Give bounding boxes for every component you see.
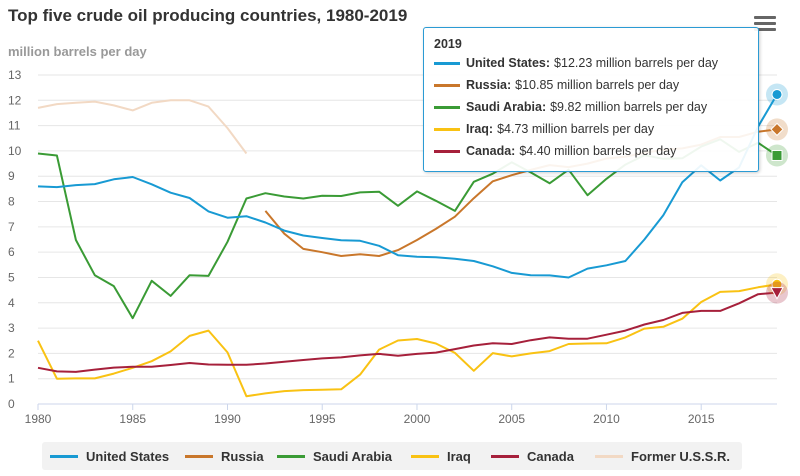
chart-legend: United States Russia Saudi Arabia Iraq C… [42,442,742,470]
y-tick-label: 13 [8,68,22,82]
tooltip-series-value: $10.85 million barrels per day [515,78,680,92]
x-tick-label: 2000 [404,412,431,426]
tooltip-row-saudi-arabia: Saudi Arabia: $9.82 million barrels per … [434,98,707,116]
legend-swatch [595,454,623,458]
series-line-former-u-s-s-r [37,99,248,155]
y-tick-label: 11 [8,119,21,133]
end-marker-united-states [771,88,783,100]
end-marker-saudi-arabia [771,149,783,161]
x-tick-label: 2010 [593,412,620,426]
tooltip-swatch [434,83,460,87]
tooltip-series-name: Russia: [466,78,512,92]
hamburger-menu-icon[interactable] [754,16,776,34]
chart-title: Top five crude oil producing countries, … [8,6,408,25]
legend-item-united-states[interactable]: United States [50,442,169,470]
end-marker-russia [770,122,784,137]
legend-label: Canada [527,448,574,464]
y-axis-unit-label: million barrels per day [8,44,147,59]
menu-bar [754,22,776,25]
tooltip-series-value: $4.73 million barrels per day [497,122,655,136]
legend-item-canada[interactable]: Canada [491,442,574,470]
y-tick-label: 3 [8,321,15,335]
tooltip-swatch [434,105,460,109]
legend-swatch [491,454,519,458]
end-marker-canada [770,287,784,300]
tooltip-swatch [434,61,460,65]
x-tick-label: 1985 [119,412,146,426]
menu-bar [754,16,776,19]
y-tick-label: 9 [8,169,15,183]
tooltip-series-value: $9.82 million barrels per day [550,100,708,114]
legend-swatch [50,454,78,458]
y-tick-label: 2 [8,346,15,360]
tooltip-row-russia: Russia: $10.85 million barrels per day [434,76,679,94]
tooltip-series-name: United States: [466,56,551,70]
tooltip-series-name: Saudi Arabia: [466,100,547,114]
tooltip-series-name: Iraq: [466,122,494,136]
x-tick-label: 2015 [688,412,715,426]
legend-label: Former U.S.S.R. [631,448,730,464]
series-line-iraq [37,283,778,398]
tooltip-row-united-states: United States: $12.23 million barrels pe… [434,54,718,72]
legend-label: Iraq [447,448,471,464]
legend-label: Russia [221,448,264,464]
y-tick-label: 1 [8,372,15,386]
tooltip-series-value: $4.40 million barrels per day [519,144,677,158]
y-tick-label: 0 [8,397,15,411]
tooltip-series-name: Canada: [466,144,516,158]
legend-label: Saudi Arabia [313,448,392,464]
legend-item-russia[interactable]: Russia [185,442,264,470]
data-tooltip: 2019 United States: $12.23 million barre… [423,27,759,172]
legend-item-iraq[interactable]: Iraq [411,442,471,470]
x-tick-label: 2005 [498,412,525,426]
y-tick-label: 6 [8,245,15,259]
tooltip-series-value: $12.23 million barrels per day [554,56,719,70]
y-tick-label: 8 [8,195,15,209]
tooltip-year: 2019 [434,37,462,51]
y-tick-label: 7 [8,220,15,234]
y-tick-label: 10 [8,144,22,158]
legend-swatch [411,454,439,458]
tooltip-swatch [434,127,460,131]
x-tick-label: 1980 [25,412,52,426]
x-tick-label: 1995 [309,412,336,426]
tooltip-swatch [434,149,460,153]
series-line-united-states [37,93,778,279]
end-markers [766,83,788,304]
tooltip-row-canada: Canada: $4.40 million barrels per day [434,142,676,160]
x-tick-label: 1990 [214,412,241,426]
legend-item-former-ussr[interactable]: Former U.S.S.R. [595,442,730,470]
legend-swatch [185,454,213,458]
y-tick-label: 12 [8,93,22,107]
menu-bar [754,28,776,31]
legend-swatch [277,454,305,458]
tooltip-row-iraq: Iraq: $4.73 million barrels per day [434,120,654,138]
x-axis: 1980 1985 1990 1995 2000 2005 2010 2015 [25,403,777,426]
legend-item-saudi-arabia[interactable]: Saudi Arabia [277,442,392,470]
y-tick-label: 5 [8,270,15,284]
y-tick-label: 4 [8,296,15,310]
series-line-canada [37,291,778,373]
legend-label: United States [86,448,170,464]
